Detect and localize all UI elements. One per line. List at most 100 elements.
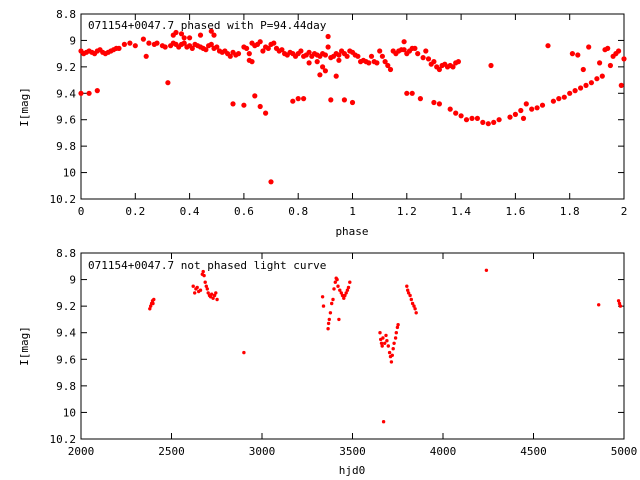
phased-data-point — [534, 105, 540, 111]
phased-x-tick-label: 1.6 — [505, 205, 525, 218]
unphased-data-point — [393, 336, 398, 340]
unphased-x-tick-label: 2000 — [68, 445, 95, 458]
phased-data-point — [189, 45, 195, 52]
phased-data-point — [322, 52, 328, 58]
phased-x-tick-label: 0.8 — [288, 205, 308, 218]
phased-data-point — [187, 35, 193, 41]
phased-data-point — [387, 66, 394, 73]
phased-data-point — [469, 115, 475, 121]
phased-y-axis-label: I[mag] — [18, 87, 31, 127]
phased-x-tick-label: 0.2 — [125, 205, 145, 218]
unphased-data-point — [336, 284, 340, 288]
phased-data-point — [616, 48, 622, 54]
phased-data-point — [181, 40, 187, 46]
unphased-data-point — [386, 344, 390, 348]
phased-data-point — [431, 59, 437, 65]
phased-data-point — [529, 106, 535, 112]
phased-data-point — [306, 49, 312, 55]
unphased-data-point — [332, 287, 336, 291]
phased-data-point — [366, 60, 372, 66]
phased-data-point — [336, 52, 342, 58]
phased-data-point — [244, 45, 250, 52]
phased-data-point — [162, 44, 168, 50]
unphased-data-point — [396, 323, 400, 327]
phased-data-point — [265, 45, 271, 52]
phased-x-tick-label: 1.4 — [451, 205, 471, 218]
unphased-data-point — [385, 339, 389, 343]
phased-data-point — [436, 66, 442, 73]
unphased-data-point — [387, 350, 392, 355]
unphased-data-point — [406, 288, 410, 292]
unphased-data-point — [392, 341, 396, 345]
unphased-data-point — [328, 311, 333, 315]
phased-x-tick-label: 2 — [621, 205, 628, 218]
phased-y-tick-label: 9.8 — [56, 140, 76, 153]
unphased-data-point — [616, 299, 621, 303]
phased-data-point — [121, 41, 127, 48]
phased-data-point — [379, 53, 385, 59]
unphased-data-point — [337, 317, 341, 322]
unphased-data-point — [408, 293, 412, 298]
unphased-data-point — [333, 280, 337, 284]
phased-x-tick-label: 1 — [349, 205, 356, 218]
phased-data-point — [260, 48, 266, 54]
unphased-y-tick-label: 9.2 — [56, 300, 76, 313]
phased-axis-ticks: 0 0.2 0.4 0.6 0.8 1 1.2 1.4 1.6 1.8 2 8.8 9 9.2 9.4 9.6… — [50, 8, 628, 218]
phased-data-point — [545, 43, 551, 49]
unphased-data-point — [384, 333, 388, 338]
phased-data-point — [572, 88, 578, 94]
unphased-data-point — [412, 304, 416, 308]
phased-x-tick-label: 0.4 — [180, 205, 200, 218]
phased-data-point — [512, 111, 519, 117]
unphased-data-point — [406, 291, 411, 295]
phased-data-point — [523, 101, 529, 107]
phased-data-point — [374, 60, 380, 66]
phased-data-point — [165, 80, 171, 86]
unphased-x-tick-label: 3000 — [249, 445, 276, 458]
phased-data-point — [227, 53, 233, 59]
phased-data-point — [94, 88, 100, 94]
unphased-data-point — [206, 291, 210, 295]
phased-data-point — [415, 51, 421, 57]
unphased-data-point — [195, 285, 199, 290]
phased-data-point — [230, 101, 236, 107]
phased-data-point — [496, 117, 502, 123]
phased-x-tick-label: 0 — [78, 205, 85, 218]
phased-data-point — [246, 51, 252, 57]
unphased-data-point — [330, 301, 334, 306]
unphased-data-point — [342, 296, 346, 300]
phased-data-point — [143, 53, 149, 59]
unphased-data-point — [198, 288, 203, 292]
unphased-data-point — [378, 331, 382, 335]
phased-data-point — [355, 53, 361, 59]
unphased-data-point — [597, 303, 601, 307]
unphased-data-point — [204, 284, 208, 288]
phased-data-point — [520, 115, 527, 121]
phased-data-point — [349, 99, 356, 106]
unphased-data-point — [212, 293, 217, 298]
phased-data-point — [605, 45, 611, 52]
phased-data-point — [116, 45, 122, 52]
unphased-data-point — [617, 301, 622, 306]
phased-data-point — [575, 52, 581, 58]
phased-data-point — [458, 113, 464, 119]
unphased-data-point — [345, 288, 350, 292]
phased-y-tick-label: 10.2 — [50, 193, 77, 206]
phased-data-point — [586, 44, 592, 50]
unphased-data-point — [409, 297, 413, 302]
phased-data-point — [154, 40, 160, 46]
unphased-y-tick-label: 10.2 — [50, 433, 77, 446]
phased-data-point — [328, 97, 334, 103]
unphased-data-point — [381, 336, 385, 340]
unphased-data-point — [395, 325, 400, 330]
unphased-y-tick-label: 9.8 — [56, 380, 76, 393]
phased-data-point — [325, 33, 331, 40]
unphased-x-tick-label: 3500 — [339, 445, 366, 458]
unphased-x-tick-label: 2500 — [158, 445, 185, 458]
phased-light-curve-panel: 071154+0047.7 phased with P=94.44day pha… — [18, 8, 627, 238]
phased-data-point — [127, 40, 133, 46]
phased-data-point — [423, 48, 429, 54]
phased-data-point — [252, 93, 258, 99]
phased-data-point — [377, 48, 383, 54]
phased-y-tick-label: 9 — [69, 34, 76, 47]
